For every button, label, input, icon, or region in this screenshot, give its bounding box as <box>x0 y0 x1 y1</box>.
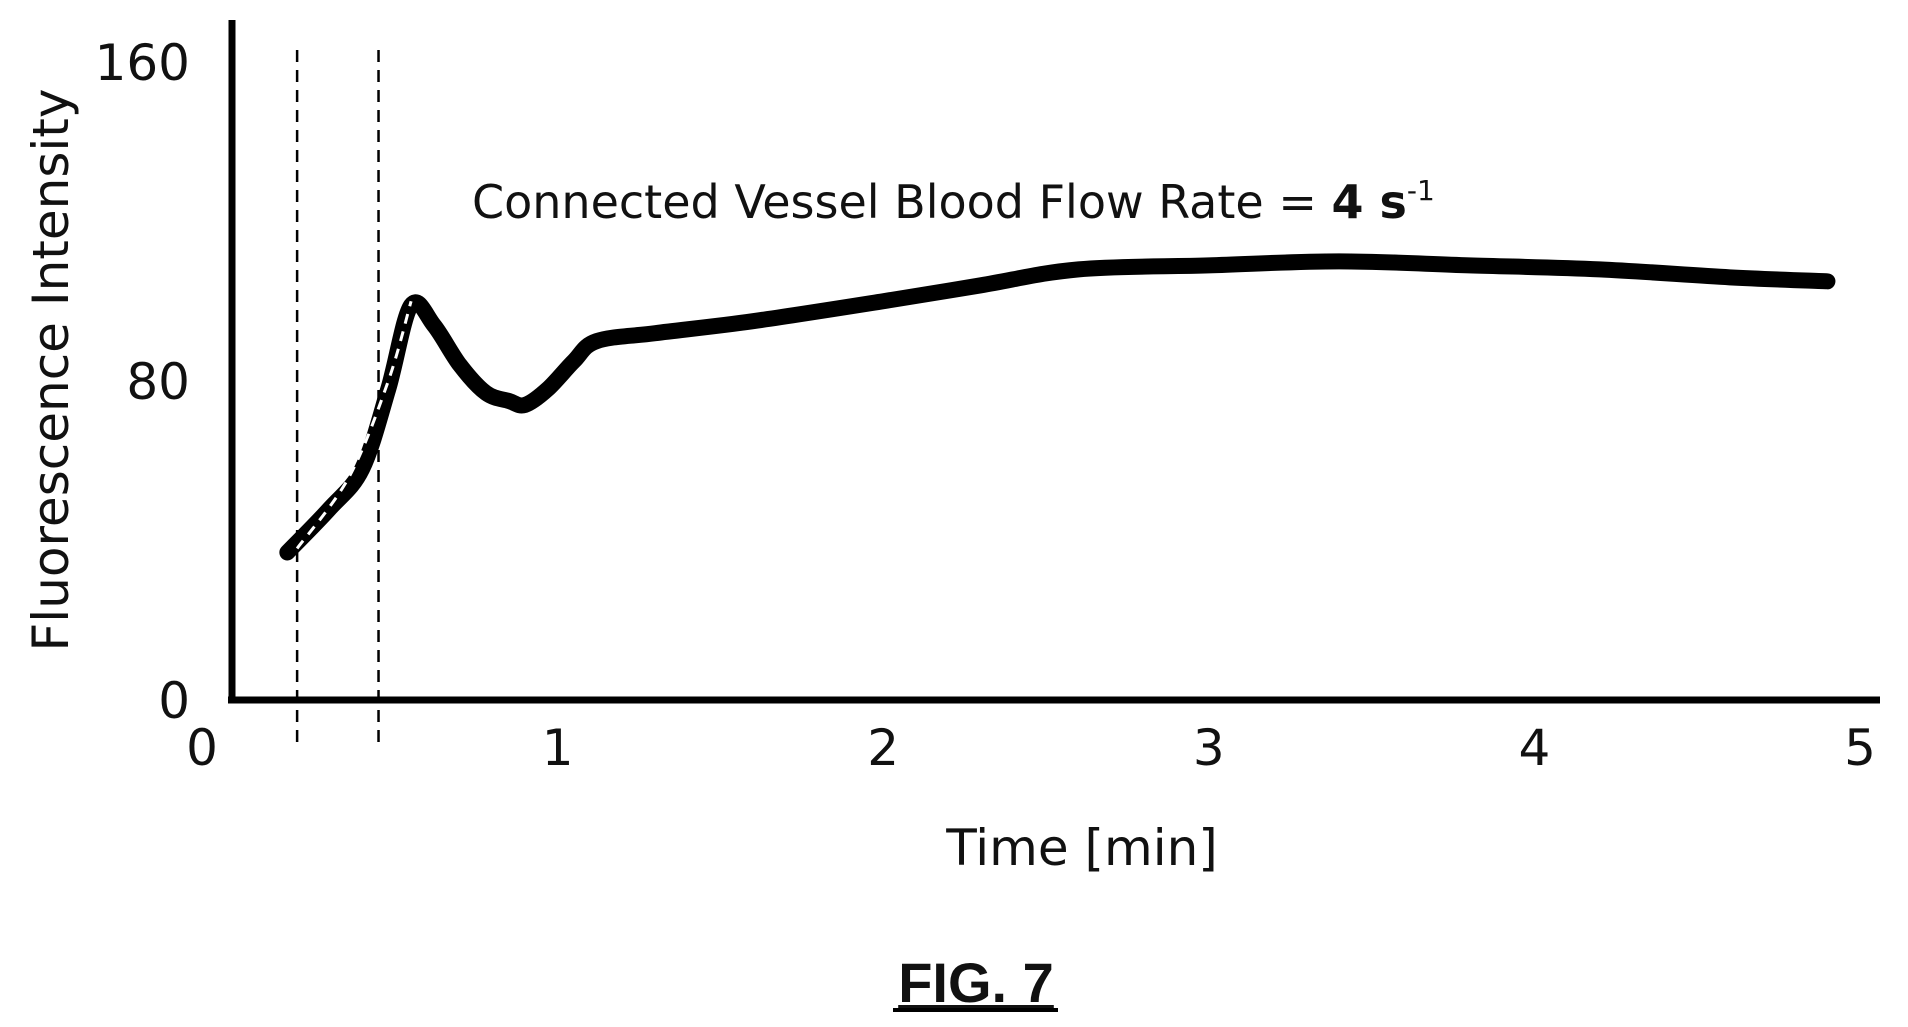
y-tick-label: 160 <box>95 34 190 92</box>
x-axis-label: Time [min] <box>945 819 1218 877</box>
x-tick-label: 0 <box>186 719 218 777</box>
y-axis-label: Fluorescence Intensity <box>22 89 80 652</box>
y-tick-label: 0 <box>158 672 190 730</box>
x-tick-label: 4 <box>1518 719 1550 777</box>
flow-rate-annotation: Connected Vessel Blood Flow Rate = 4 s-1 <box>472 174 1435 229</box>
x-tick-label: 1 <box>542 719 574 777</box>
y-tick-label: 80 <box>126 353 190 411</box>
x-tick-label: 5 <box>1844 719 1876 777</box>
annotation-superscript: -1 <box>1407 174 1435 207</box>
annotation-value: 4 s <box>1332 175 1407 229</box>
annotation-prefix: Connected Vessel Blood Flow Rate = <box>472 175 1332 229</box>
x-tick-label: 2 <box>867 719 899 777</box>
x-tick-labels: 0 1 2 3 4 5 <box>186 719 1876 777</box>
reference-dashed-line <box>295 300 413 550</box>
series-line <box>279 253 1836 561</box>
figure-label: FIG. 7 <box>898 951 1054 1014</box>
series-group <box>279 253 1836 561</box>
vertical-reference-lines <box>295 50 380 745</box>
x-tick-label: 3 <box>1193 719 1225 777</box>
y-tick-labels: 0 80 160 <box>95 34 190 730</box>
